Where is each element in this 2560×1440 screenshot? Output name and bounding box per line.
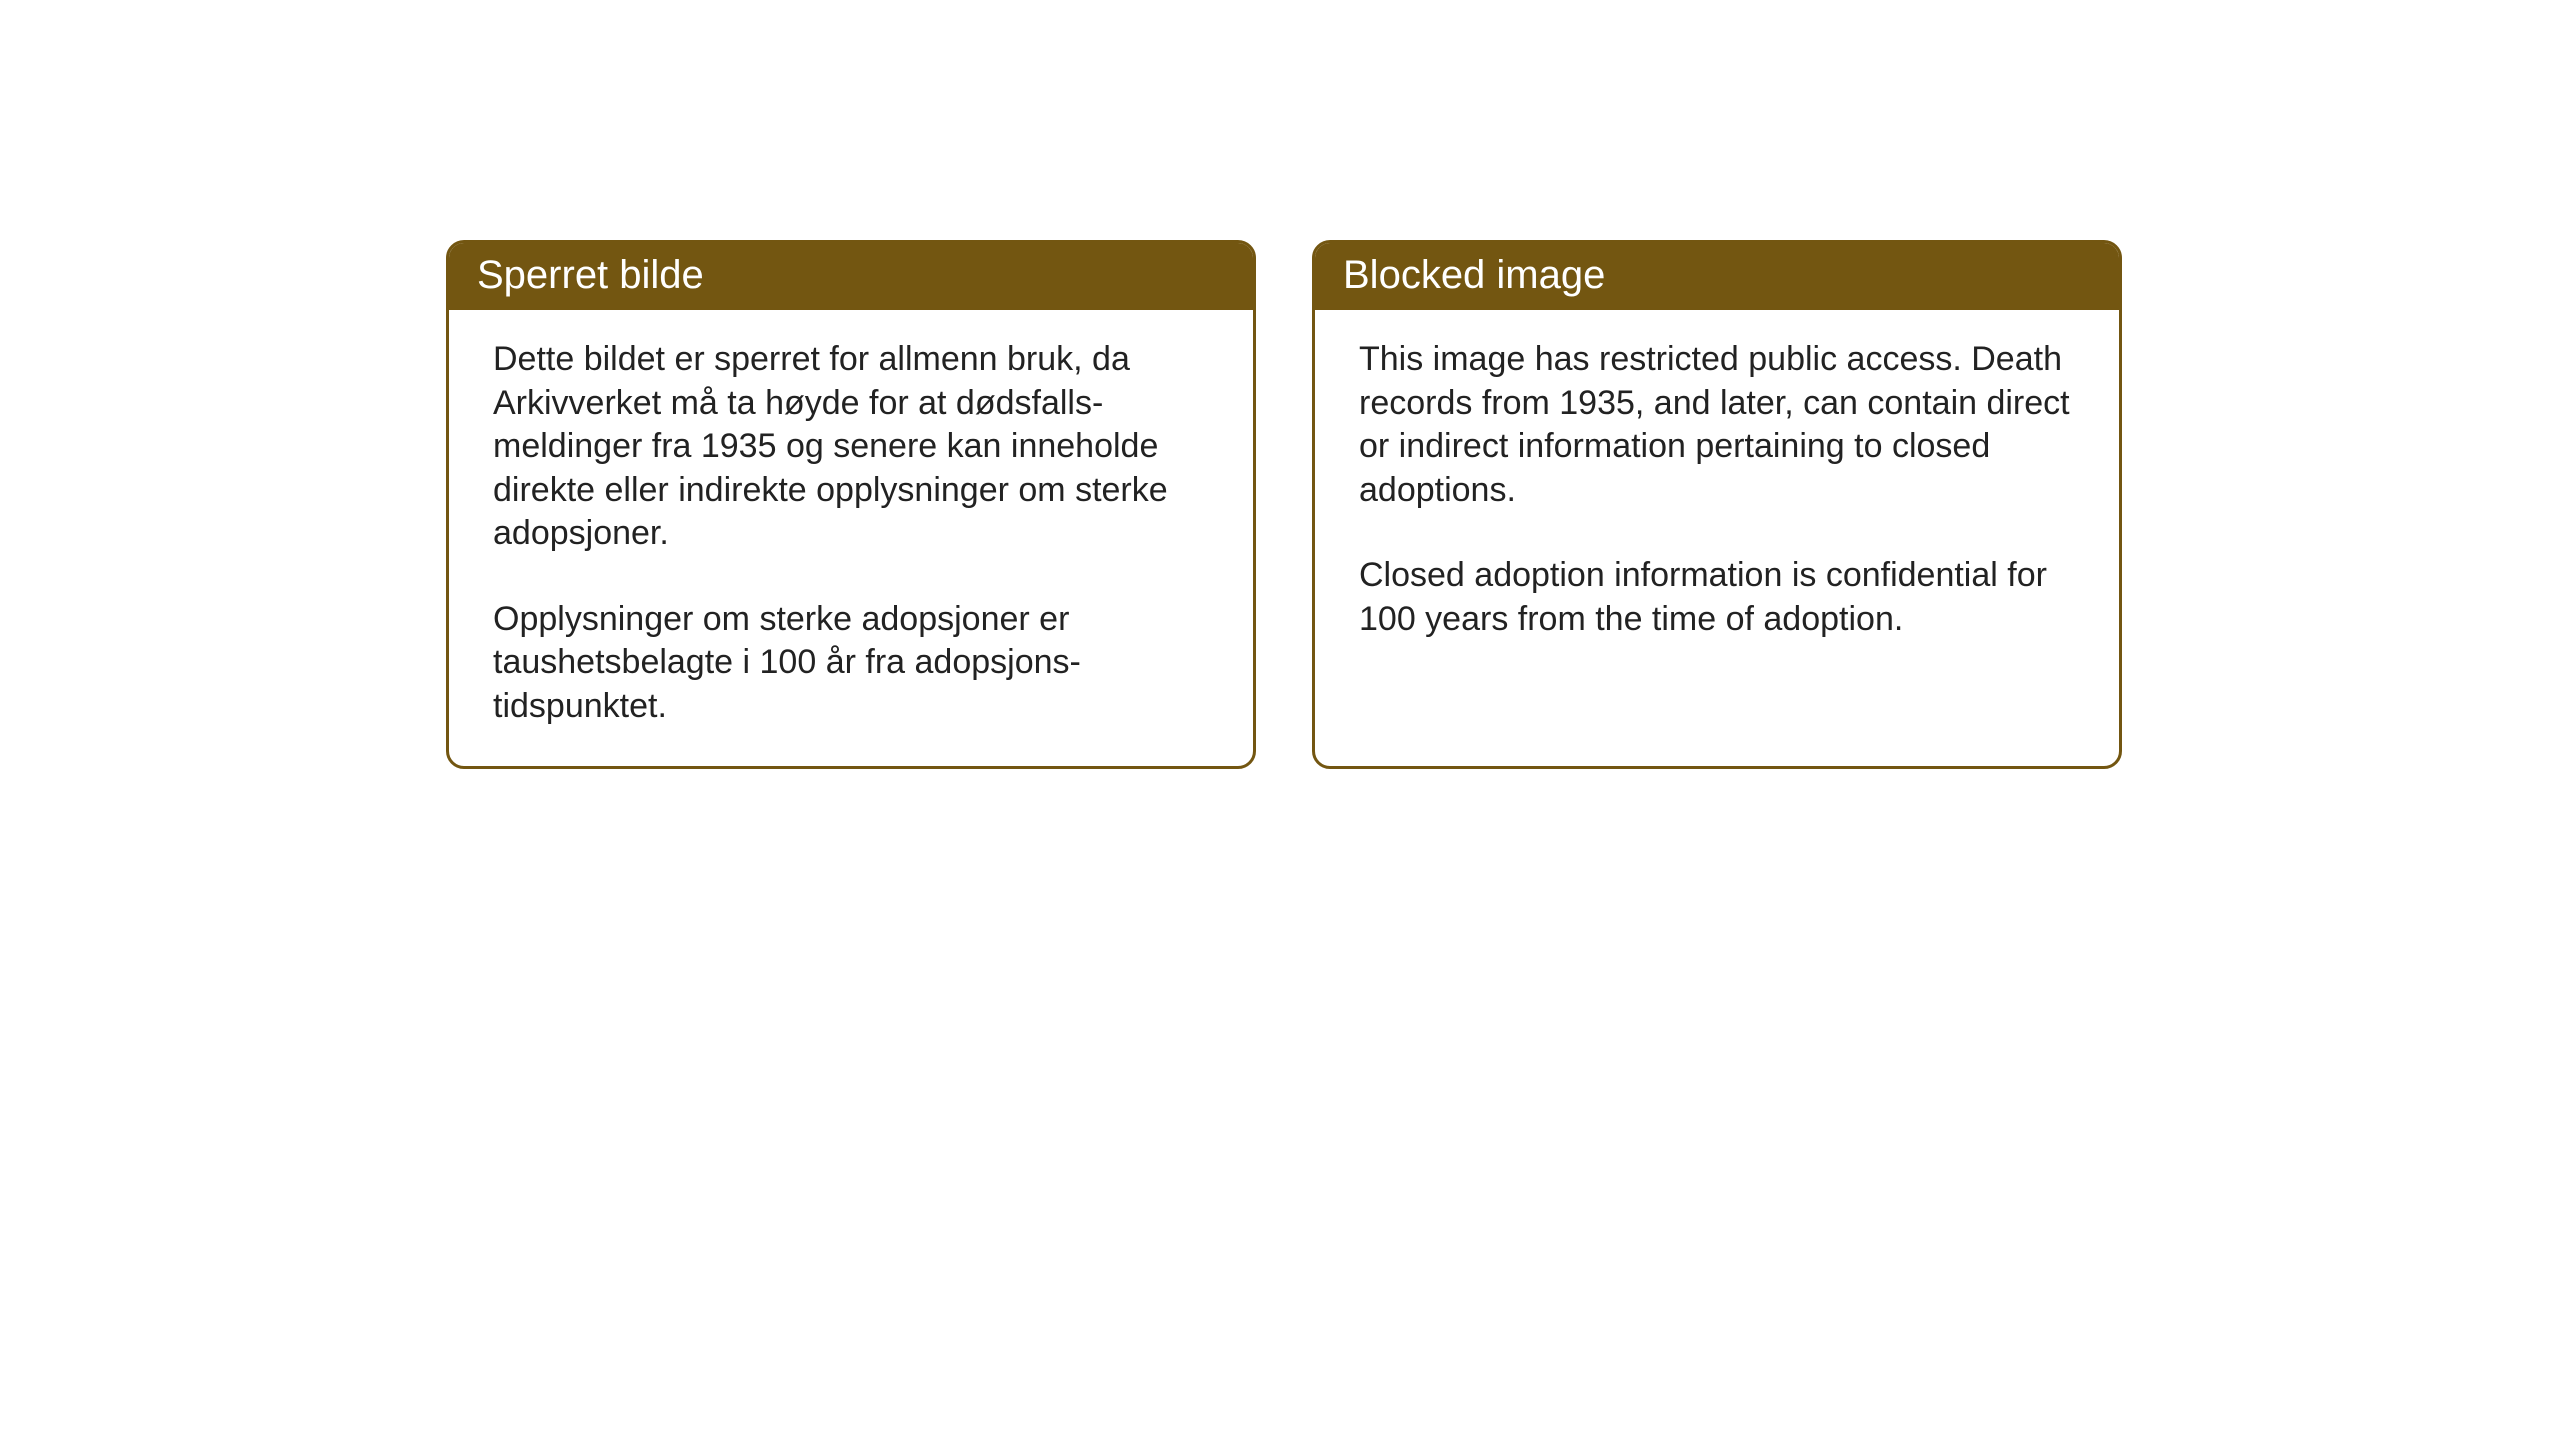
notice-box-norwegian: Sperret bilde Dette bildet er sperret fo… <box>446 240 1256 769</box>
notice-paragraph-norwegian-2: Opplysninger om sterke adopsjoner er tau… <box>493 598 1209 729</box>
notice-paragraph-english-2: Closed adoption information is confident… <box>1359 554 2075 641</box>
notice-title-norwegian: Sperret bilde <box>449 243 1253 310</box>
notice-title-english: Blocked image <box>1315 243 2119 310</box>
notice-box-english: Blocked image This image has restricted … <box>1312 240 2122 769</box>
notice-body-norwegian: Dette bildet er sperret for allmenn bruk… <box>449 310 1253 766</box>
notices-container: Sperret bilde Dette bildet er sperret fo… <box>446 240 2122 769</box>
notice-paragraph-norwegian-1: Dette bildet er sperret for allmenn bruk… <box>493 338 1209 556</box>
notice-paragraph-english-1: This image has restricted public access.… <box>1359 338 2075 512</box>
notice-body-english: This image has restricted public access.… <box>1315 310 2119 679</box>
